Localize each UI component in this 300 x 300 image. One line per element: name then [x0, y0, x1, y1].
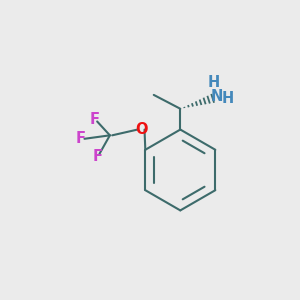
Text: F: F	[92, 148, 102, 164]
Text: F: F	[76, 131, 86, 146]
Text: O: O	[135, 122, 147, 137]
Text: H: H	[208, 75, 220, 90]
Text: H: H	[221, 91, 234, 106]
Text: N: N	[211, 88, 224, 104]
Text: F: F	[90, 112, 100, 127]
